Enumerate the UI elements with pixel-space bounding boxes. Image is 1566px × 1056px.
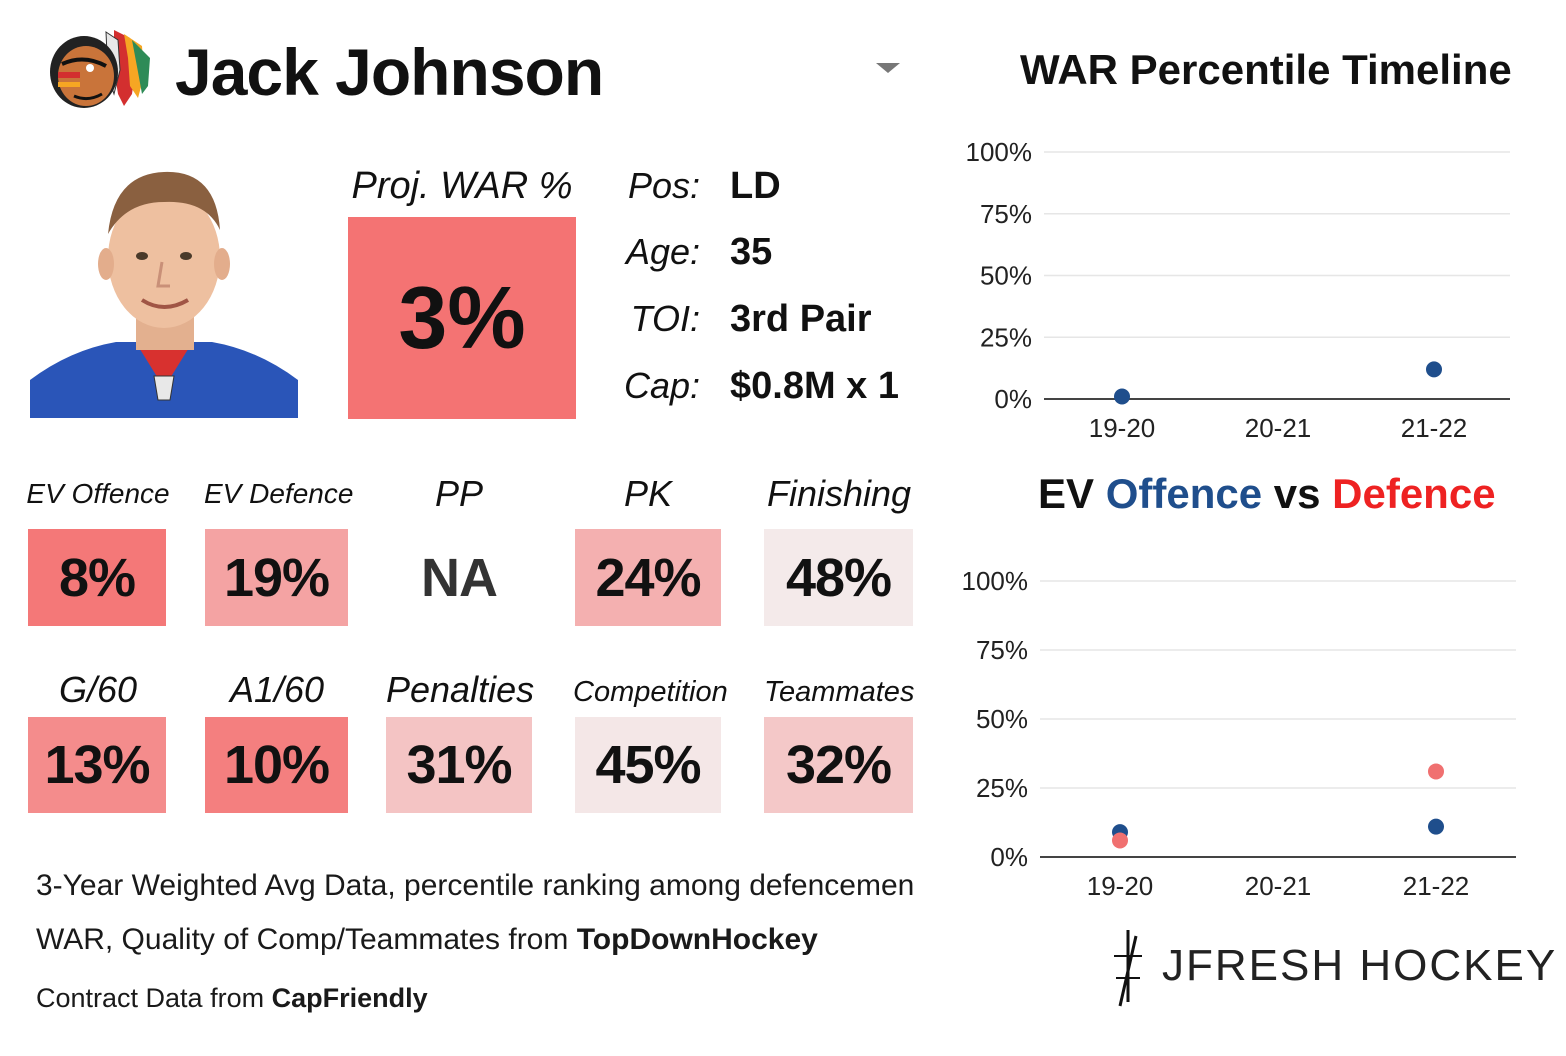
footer-source-contract: Contract Data from CapFriendly	[36, 978, 428, 1018]
stat-value-penalties: 31%	[386, 717, 532, 813]
footer-source-war-name: TopDownHockey	[576, 923, 818, 956]
war-timeline-y-tick-label: 75%	[980, 199, 1032, 229]
ev-title-part-3: vs	[1262, 470, 1333, 517]
ev-chart-x-tick-label: 21-22	[1403, 871, 1470, 901]
footer-source-contract-name: CapFriendly	[271, 983, 428, 1013]
footer-source-contract-prefix: Contract Data from	[36, 983, 272, 1013]
war-timeline-y-tick-label: 25%	[980, 322, 1032, 352]
player-select-dropdown-icon[interactable]	[876, 63, 900, 73]
war-timeline-x-tick-label: 21-22	[1401, 413, 1468, 443]
age-label: Age:	[625, 231, 700, 272]
stat-label-ev-defence: EV Defence	[204, 478, 354, 509]
stat-value-finishing: 48%	[764, 529, 913, 626]
war-timeline-point-war	[1114, 388, 1130, 405]
player-photo	[30, 150, 298, 418]
ev-chart-point-offence	[1428, 818, 1444, 835]
stat-label-competition: Competition	[573, 676, 728, 708]
brand-logo-icon	[1098, 926, 1528, 1010]
ev-chart-y-tick-label: 100%	[962, 566, 1029, 596]
stat-label-penalties: Penalties	[386, 669, 535, 710]
footer-note: 3-Year Weighted Avg Data, percentile ran…	[36, 869, 915, 902]
stat-label-ev-offence: EV Offence	[26, 478, 170, 509]
war-timeline-y-tick-label: 0%	[994, 384, 1032, 414]
ev-chart-y-tick-label: 0%	[990, 842, 1028, 872]
player-name: Jack Johnson	[175, 35, 604, 109]
toi-value: 3rd Pair	[730, 298, 872, 340]
stat-value-competition: 45%	[575, 717, 721, 813]
ev-chart-point-defence	[1428, 763, 1444, 780]
war-timeline-x-tick-label: 20-21	[1245, 413, 1312, 443]
cap-value: $0.8M x 1	[730, 365, 899, 407]
footer-source-war: WAR, Quality of Comp/Teammates from TopD…	[36, 920, 818, 960]
ev-chart-point-defence	[1112, 832, 1128, 849]
stat-label-finishing: Finishing	[766, 473, 912, 514]
ev-chart-x-tick-label: 19-20	[1087, 871, 1154, 901]
war-timeline-y-tick-label: 100%	[966, 137, 1033, 167]
stat-label-pp: PP	[434, 473, 484, 514]
stat-value-ev-offence: 8%	[28, 529, 166, 626]
ev-offence-defence-chart: 0% 25% 50% 75% 100% 19-20 20-21 21-22	[962, 566, 1516, 901]
cap-label: Cap:	[623, 365, 700, 406]
stat-value-pp: NA	[386, 529, 532, 626]
age-value: 35	[730, 231, 773, 273]
pos-label: Pos:	[627, 165, 700, 206]
war-timeline-x-tick-label: 19-20	[1089, 413, 1156, 443]
ev-chart-y-tick-label: 75%	[976, 635, 1028, 665]
toi-label: TOI:	[630, 298, 700, 339]
stat-value-teammates: 32%	[764, 717, 913, 813]
pos-value: LD	[730, 165, 781, 207]
ev-offence-defence-title: EV Offence vs Defence	[1038, 468, 1496, 520]
ev-title-offence: Offence	[1105, 470, 1263, 517]
brand-name: JFRESH HOCKEY	[1162, 941, 1558, 990]
proj-war-value: 3%	[348, 217, 576, 419]
stat-label-teammates: Teammates	[764, 676, 915, 708]
stat-label-pk: PK	[623, 473, 673, 514]
war-timeline-chart: 0% 25% 50% 75% 100% 19-20 20-21 21-22	[966, 137, 1510, 443]
team-logo	[44, 24, 154, 114]
stat-value-ev-defence: 19%	[205, 529, 348, 626]
ev-chart-y-tick-label: 25%	[976, 773, 1028, 803]
ev-chart-y-tick-label: 50%	[976, 704, 1028, 734]
ev-title-defence: Defence	[1332, 470, 1496, 517]
war-timeline-point-war	[1426, 361, 1442, 378]
war-timeline-y-tick-label: 50%	[980, 261, 1032, 291]
war-timeline-title: WAR Percentile Timeline	[1020, 46, 1512, 93]
stat-value-g60: 13%	[28, 717, 166, 813]
stat-value-a160: 10%	[205, 717, 348, 813]
ev-chart-x-tick-label: 20-21	[1245, 871, 1312, 901]
ev-title-part-1: EV	[1038, 470, 1106, 517]
footer-source-war-prefix: WAR, Quality of Comp/Teammates from	[36, 923, 577, 956]
proj-war-label: Proj. WAR %	[351, 165, 573, 207]
stat-label-g60: G/60	[58, 669, 138, 710]
stat-label-a160: A1/60	[229, 669, 325, 710]
stat-value-pk: 24%	[575, 529, 721, 626]
